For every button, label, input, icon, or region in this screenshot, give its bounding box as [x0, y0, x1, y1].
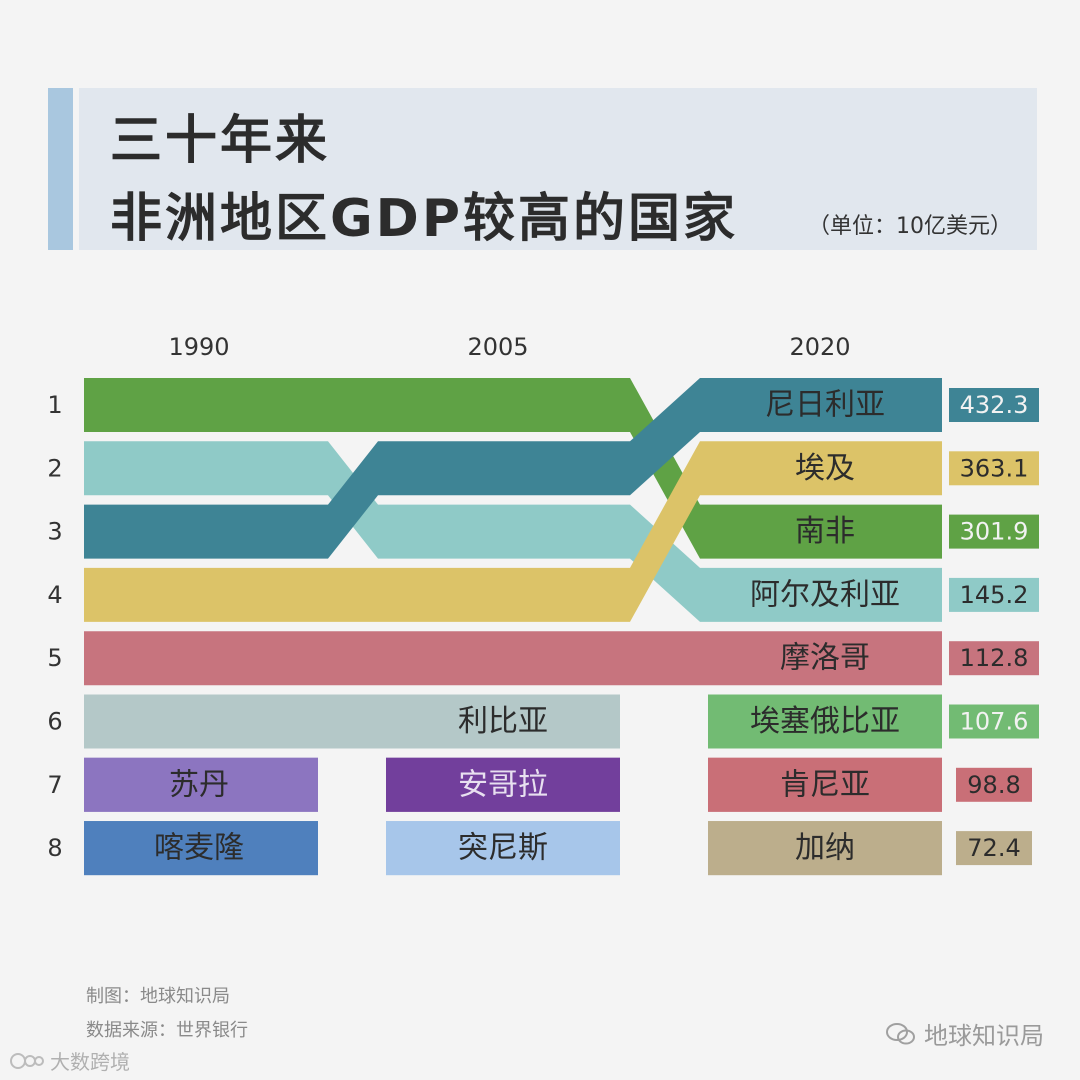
label-2020-尼日利亚: 尼日利亚: [765, 388, 885, 423]
rank-label-4: 4: [47, 581, 62, 609]
watermark-left-text: 大数跨境: [50, 1050, 130, 1074]
value-box-肯尼亚: [956, 767, 1032, 802]
header-banner: [79, 88, 1037, 250]
value-box-摩洛哥: [949, 641, 1039, 676]
label-2020-摩洛哥: 摩洛哥: [780, 641, 870, 676]
value-box-埃塞俄比亚: [949, 704, 1039, 739]
bar-2020-加纳: [708, 821, 942, 876]
year-label-2020: 2020: [789, 333, 850, 361]
value-box-加纳: [956, 831, 1032, 866]
value-label-尼日利亚: 432.3: [960, 391, 1029, 419]
rank-label-7: 7: [47, 771, 62, 799]
bar-2020-埃塞俄比亚: [708, 694, 942, 749]
rank-label-2: 2: [47, 454, 62, 482]
watermark-left: 大数跨境: [10, 1046, 130, 1075]
label-安哥拉: 安哥拉: [458, 767, 548, 802]
year-label-1990: 1990: [168, 333, 229, 361]
bar-突尼斯: [386, 821, 620, 876]
label-苏丹: 苏丹: [169, 767, 229, 802]
ribbon-阿尔及利亚: [84, 441, 942, 622]
rank-label-6: 6: [47, 708, 62, 736]
rank-label-8: 8: [47, 834, 62, 862]
value-label-加纳: 72.4: [967, 834, 1020, 862]
label-利比亚: 利比亚: [458, 704, 548, 739]
unit-label: （单位：10亿美元）: [808, 214, 1012, 239]
label-2020-南非: 南非: [795, 514, 855, 549]
value-label-摩洛哥: 112.8: [960, 644, 1029, 672]
ribbon-尼日利亚: [84, 378, 942, 559]
bar-2020-肯尼亚: [708, 757, 942, 812]
label-2020-埃塞俄比亚: 埃塞俄比亚: [750, 704, 900, 739]
value-box-南非: [949, 514, 1039, 549]
watermark-right: 地球知识局: [886, 1016, 1044, 1051]
bar-苏丹: [84, 757, 318, 812]
label-喀麦隆: 喀麦隆: [154, 831, 244, 866]
ribbon-摩洛哥: [84, 631, 942, 686]
label-2020-埃及: 埃及: [795, 451, 855, 486]
wechat-icon: [886, 1022, 915, 1044]
rank-label-1: 1: [47, 391, 62, 419]
footer-credit: 制图：地球知识局: [86, 986, 230, 1007]
value-label-埃及: 363.1: [960, 454, 1029, 482]
label-2020-加纳: 加纳: [795, 831, 855, 866]
label-2020-阿尔及利亚: 阿尔及利亚: [750, 577, 900, 612]
ribbon-利比亚: [84, 694, 620, 749]
year-label-2005: 2005: [467, 333, 528, 361]
value-label-肯尼亚: 98.8: [967, 771, 1020, 799]
bar-喀麦隆: [84, 821, 318, 876]
watermark-right-text: 地球知识局: [924, 1022, 1044, 1050]
label-2020-肯尼亚: 肯尼亚: [780, 767, 870, 802]
header-accent-bar: [48, 88, 73, 250]
brand-logo-icon: [10, 1052, 44, 1069]
value-box-埃及: [949, 451, 1039, 486]
ribbon-南非: [84, 378, 942, 559]
title-line-2: 非洲地区GDP较高的国家: [110, 189, 738, 249]
label-突尼斯: 突尼斯: [458, 831, 548, 866]
footer-source: 数据来源：世界银行: [86, 1020, 248, 1041]
value-label-南非: 301.9: [960, 518, 1029, 546]
rank-label-5: 5: [47, 644, 62, 672]
value-label-阿尔及利亚: 145.2: [960, 581, 1029, 609]
value-label-埃塞俄比亚: 107.6: [960, 708, 1029, 736]
title-line-1: 三十年来: [110, 111, 331, 171]
rank-label-3: 3: [47, 518, 62, 546]
bar-安哥拉: [386, 757, 620, 812]
value-box-阿尔及利亚: [949, 577, 1039, 612]
ribbon-埃及: [84, 441, 942, 622]
value-box-尼日利亚: [949, 388, 1039, 422]
